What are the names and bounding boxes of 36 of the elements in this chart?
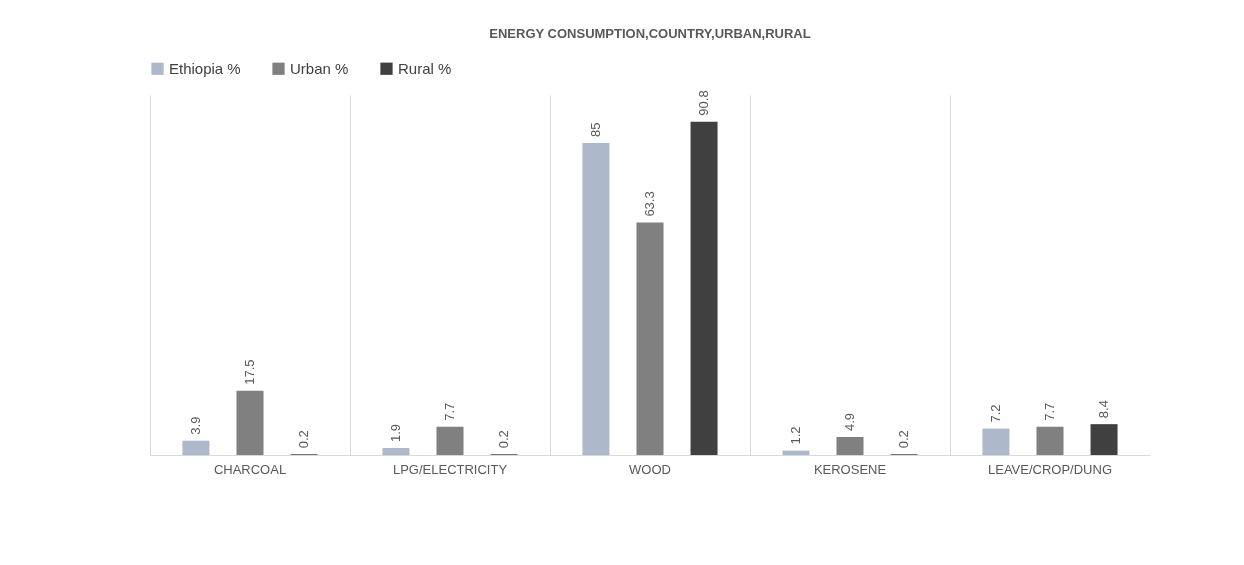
data-label: 4.9 xyxy=(842,412,857,432)
data-label: 0.2 xyxy=(896,430,912,449)
data-label: 63.3 xyxy=(642,191,657,217)
bar xyxy=(436,426,464,455)
bar xyxy=(836,437,864,455)
data-label: 0.2 xyxy=(296,430,312,449)
x-tick-label: KEROSENE xyxy=(813,461,887,477)
data-label: 3.9 xyxy=(187,416,203,435)
data-label: 1.2 xyxy=(787,426,803,445)
bar xyxy=(636,222,664,455)
bar xyxy=(1090,424,1118,455)
chart-title: ENERGY CONSUMPTION,COUNTRY,URBAN,RURAL xyxy=(489,26,811,41)
x-tick-label: LEAVE/CROP/DUNG xyxy=(987,461,1113,477)
bar xyxy=(382,448,410,455)
data-label: 0.2 xyxy=(496,430,512,449)
data-label: 1.9 xyxy=(387,423,403,443)
bar xyxy=(1036,426,1064,455)
bar xyxy=(982,428,1010,455)
data-label: 7.2 xyxy=(987,404,1003,423)
data-label: 17.5 xyxy=(242,359,257,385)
bar xyxy=(582,142,610,455)
x-tick-label: LPG/ELECTRICITY xyxy=(392,461,508,477)
legend-label: Rural % xyxy=(398,59,452,77)
bar xyxy=(182,440,210,455)
data-label: 85 xyxy=(587,122,603,137)
legend-label: Ethiopia % xyxy=(169,59,241,77)
x-tick-label: WOOD xyxy=(629,461,671,477)
data-label: 8.4 xyxy=(1096,400,1112,419)
data-label: 7.7 xyxy=(442,402,457,421)
legend-label: Urban % xyxy=(290,59,349,77)
x-tick-label: CHARCOAL xyxy=(213,461,287,477)
data-label: 7.7 xyxy=(1042,402,1057,421)
bar xyxy=(236,390,264,455)
bar xyxy=(690,121,718,455)
data-label: 90.8 xyxy=(696,90,712,116)
bar xyxy=(782,450,810,455)
